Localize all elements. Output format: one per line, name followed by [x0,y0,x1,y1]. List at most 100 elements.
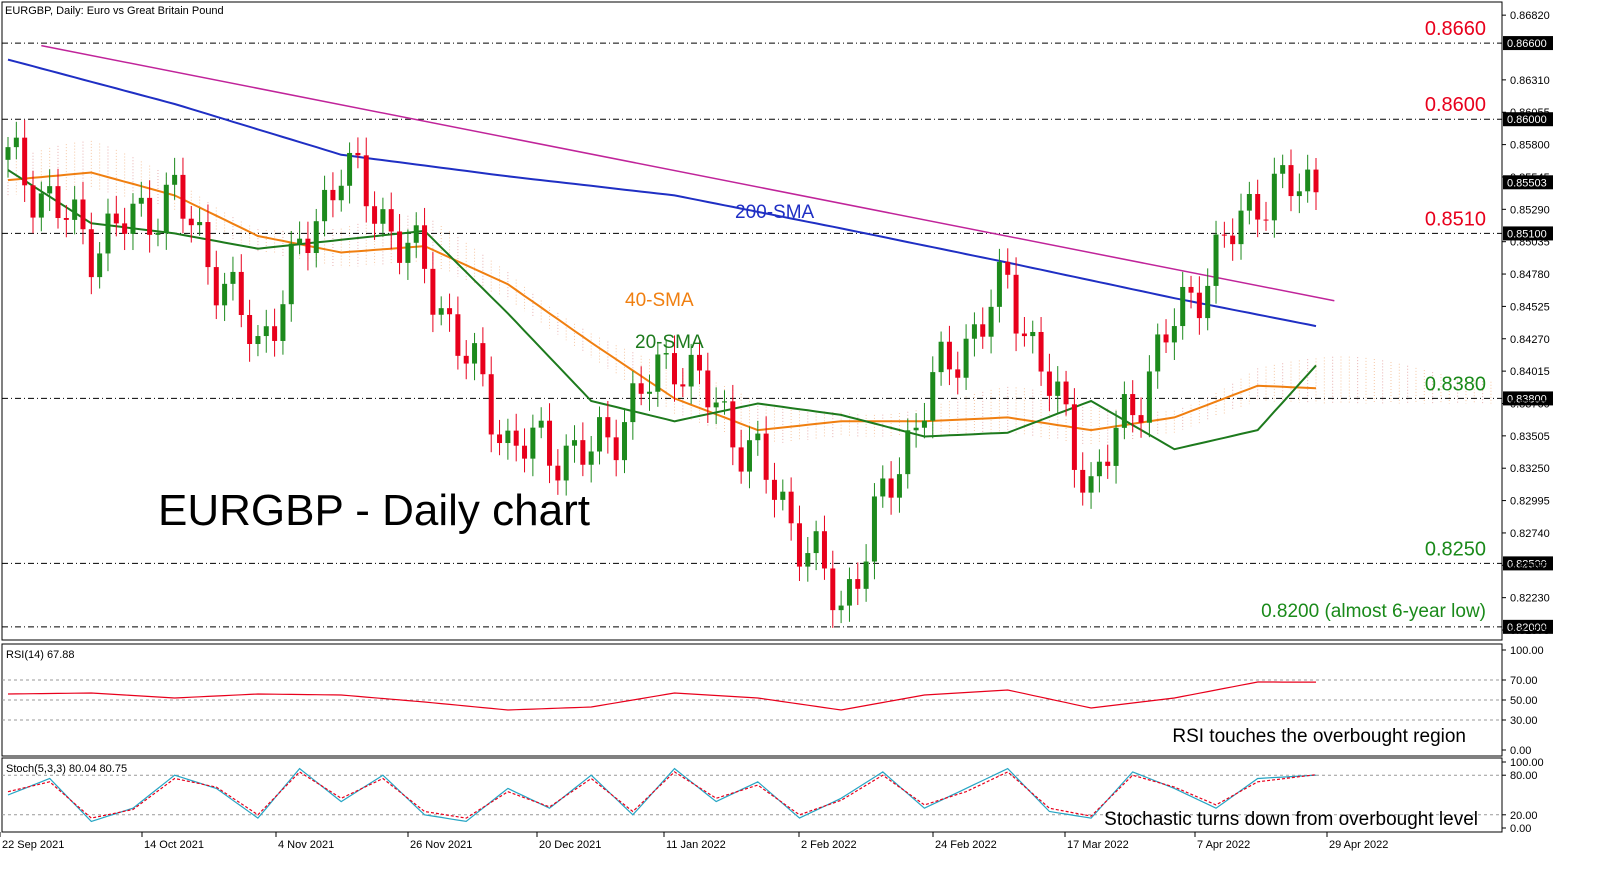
candle-body [1230,235,1236,245]
candle-body [230,271,236,284]
candle-body [1305,169,1311,192]
candle-body [855,579,861,589]
candle-body [780,491,786,500]
candle-body [180,174,186,219]
level-axis-label: 0.85100 [1507,228,1547,240]
level-axis-box [1503,112,1553,127]
chart-title: EURGBP - Daily chart [158,486,590,535]
candle-body [30,185,36,218]
candle-body [1130,394,1136,416]
candle-body [955,369,961,378]
candle-body [1013,274,1019,334]
candle-body [1221,234,1227,236]
candle-body [680,384,686,387]
series-label-200sma: 200-SMA [735,202,815,223]
candle-body [1205,285,1211,319]
candle-body [438,308,444,315]
candle-body [380,209,386,224]
candle-body [838,605,844,611]
level-axis-label: 0.86000 [1507,114,1547,126]
candle-body [213,267,219,306]
price-tick-label: 0.81975 [1510,625,1550,637]
price-panel-frame [1,1,1503,641]
date-tick-label: 24 Feb 2022 [935,839,997,851]
candle-body [555,465,561,481]
current-price-box [1503,175,1553,190]
price-tick-label: 0.82995 [1510,496,1550,508]
date-tick-label: 17 Mar 2022 [1067,839,1129,851]
candle-body [763,433,769,480]
candle-body [1180,286,1186,327]
candle-body [363,155,369,207]
candle-body [688,354,694,387]
candle-body [846,579,852,606]
panel-tick-label: 20.00 [1510,810,1538,822]
price-tick-label: 0.83505 [1510,431,1550,443]
candle-body [197,222,203,226]
candle-body [47,186,53,194]
candle-body [1046,371,1052,396]
price-tick-label: 0.83760 [1510,398,1550,410]
candle-body [413,225,419,243]
date-tick-label: 26 Nov 2021 [410,839,472,851]
candle-body [946,341,952,370]
candle-body [1021,333,1027,337]
candle-body [1155,334,1161,372]
candle-body [330,189,336,201]
moving-averages [7,44,1335,451]
candle-body [155,232,161,235]
price-tick-label: 0.85290 [1510,204,1550,216]
price-axis: 0.868200.863100.860550.858000.855450.852… [1502,10,1553,637]
series-label-40sma: 40-SMA [625,290,694,311]
candle-body [397,231,403,263]
candle-body [1188,286,1194,293]
candle-body [405,242,411,263]
price-tick-label: 0.84270 [1510,334,1550,346]
symbol-label: EURGBP, Daily: Euro vs Great Britain Pou… [5,5,224,17]
candle-body [888,478,894,498]
level-note: 0.8250 [1425,538,1486,560]
trendline [41,44,1335,302]
date-axis: 22 Sep 2021 14 Oct 2021 4 Nov 2021 26 Nov 2… [0,832,1388,851]
level-axis-label: 0.82500 [1507,558,1547,570]
candle-body [613,437,619,461]
candle-body [205,222,211,268]
price-tick-label: 0.85035 [1510,237,1550,249]
stoch-annotation: Stochastic turns down from overbought le… [1104,809,1478,830]
date-tick-label: 4 Nov 2021 [278,839,334,851]
candle-body [455,314,461,356]
candle-body [388,209,394,232]
candle-body [1255,194,1261,220]
candle-body [1238,210,1244,245]
candle-body [538,420,544,428]
candle-body [1288,165,1294,197]
current-price-label: 0.85503 [1507,177,1547,189]
ma-line [7,169,1317,451]
candle-body [705,370,711,408]
candle-body [72,199,78,220]
price-tick-label: 0.86820 [1510,10,1550,22]
candle-body [97,253,103,278]
rsi-annotation: RSI touches the overbought region [1172,726,1466,747]
candle-body [980,324,986,337]
candle-body [1080,469,1086,493]
candle-body [572,440,578,446]
candle-body [755,433,761,441]
candle-body [622,422,628,461]
candle-body [655,354,661,392]
level-axis-label: 0.86600 [1507,38,1547,50]
price-tick-label: 0.86310 [1510,75,1550,87]
candle-body [746,440,752,472]
candle-body [721,401,727,403]
candle-body [63,218,69,220]
candle-body [1196,292,1202,319]
candle-body [288,243,294,305]
candle-body [22,137,28,186]
candle-body [497,434,503,444]
level-axis-box [1503,619,1553,634]
candle-body [1271,173,1277,221]
price-tick-label: 0.82485 [1510,560,1550,572]
price-tick-label: 0.83250 [1510,463,1550,475]
